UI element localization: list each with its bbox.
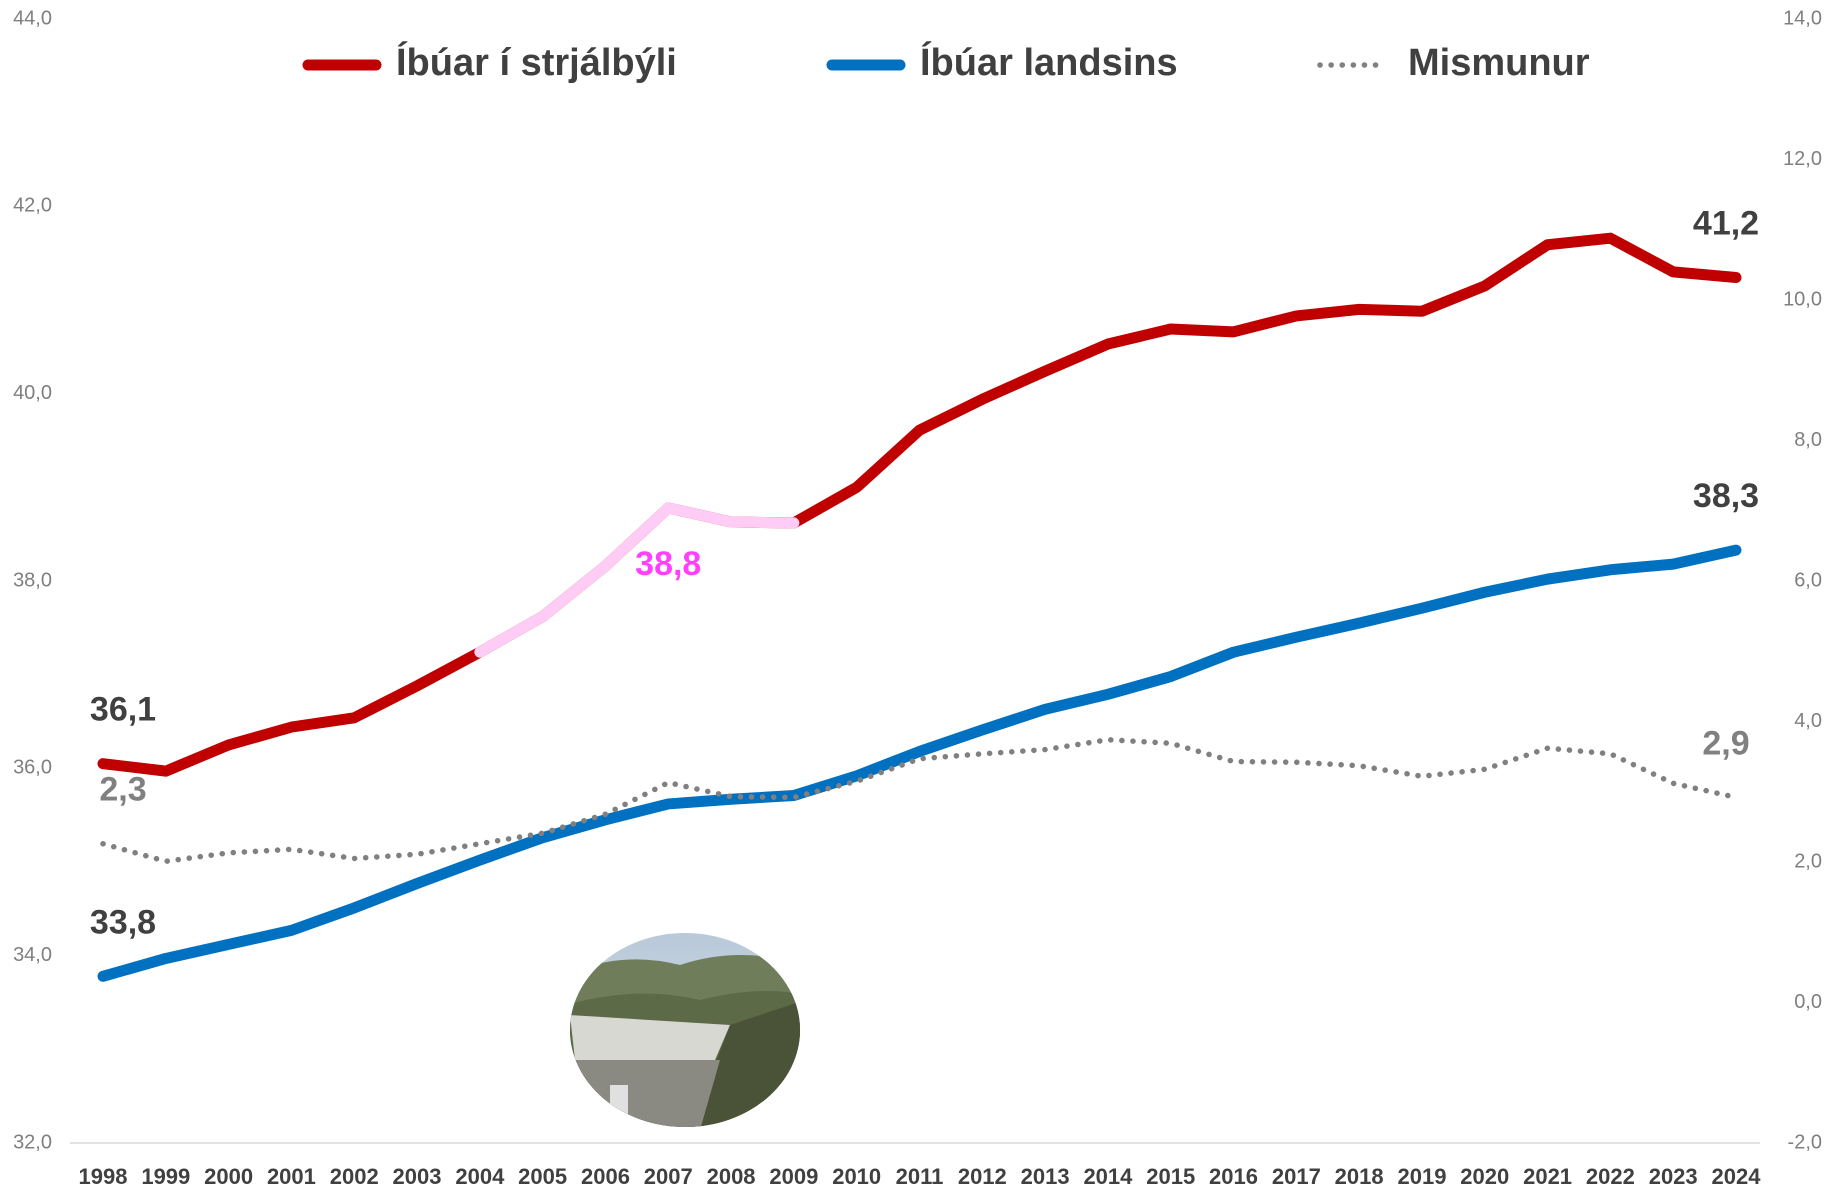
y2-tick-label: 2,0: [1794, 850, 1822, 872]
x-tick-label: 2018: [1335, 1164, 1384, 1189]
x-tick-label: 1999: [141, 1164, 190, 1189]
data-label: 38,8: [635, 545, 701, 583]
y2-tick-label: -2,0: [1788, 1131, 1822, 1153]
y2-tick-label: 4,0: [1794, 710, 1822, 732]
data-label: 36,1: [90, 691, 156, 729]
line-highlight: [474, 502, 800, 658]
y2-tick-label: 14,0: [1783, 7, 1822, 29]
x-tick-label: 2007: [644, 1164, 693, 1189]
plot: 32,0 34,0 36,0 38,0 40,0 42,0 44,0 -2,0 0,0 2,0 4,…: [13, 7, 1822, 1189]
x-tick-label: 2021: [1523, 1164, 1572, 1189]
line-series: [100, 737, 1739, 865]
x-tick-label: 2016: [1209, 1164, 1258, 1189]
y2-tick-label: 8,0: [1794, 429, 1822, 451]
y-tick-label: 36,0: [13, 757, 52, 779]
line-series: [97, 232, 1742, 777]
data-label: 33,8: [90, 903, 156, 941]
x-tick-label: 2013: [1021, 1164, 1070, 1189]
y2-tick-label: 6,0: [1794, 569, 1822, 591]
y-tick-label: 38,0: [13, 569, 52, 591]
data-label: 2,9: [1702, 724, 1749, 762]
x-tick-label: 2017: [1272, 1164, 1321, 1189]
x-tick-label: 2022: [1586, 1164, 1635, 1189]
data-label: 2,3: [99, 771, 146, 809]
legend-label: Íbúar landsins: [920, 40, 1178, 84]
x-tick-label: 2014: [1083, 1164, 1133, 1189]
legend-label: Íbúar í strjálbýli: [396, 40, 677, 84]
y2-tick-label: 10,0: [1783, 288, 1822, 310]
x-tick-label: 2011: [896, 1164, 944, 1189]
x-tick-label: 2020: [1460, 1164, 1509, 1189]
y-tick-label: 34,0: [13, 944, 52, 966]
x-tick-label: 2003: [393, 1164, 442, 1189]
data-label: 38,3: [1693, 477, 1759, 515]
x-tick-label: 2006: [581, 1164, 630, 1189]
photo: [570, 933, 800, 1127]
x-tick-label: 2010: [832, 1164, 881, 1189]
x-tick-label: 1998: [79, 1164, 128, 1189]
y2-tick-label: 12,0: [1783, 148, 1822, 170]
x-tick-label: 2001: [267, 1164, 316, 1189]
line-series: [97, 544, 1742, 982]
y-tick-label: 42,0: [13, 195, 52, 217]
x-tick-label: 2009: [769, 1164, 818, 1189]
x-tick-label: 2002: [330, 1164, 379, 1189]
x-tick-label: 2024: [1712, 1164, 1762, 1189]
x-tick-label: 2000: [204, 1164, 253, 1189]
y-tick-label: 44,0: [13, 7, 52, 29]
legend-label: Mismunur: [1408, 42, 1590, 84]
x-tick-label: 2004: [455, 1164, 505, 1189]
y-tick-label: 32,0: [13, 1131, 52, 1153]
y2-tick-label: 0,0: [1794, 991, 1822, 1013]
x-tick-label: 2015: [1146, 1164, 1195, 1189]
x-tick-label: 2023: [1649, 1164, 1698, 1189]
y-tick-label: 40,0: [13, 382, 52, 404]
x-tick-label: 2012: [958, 1164, 1007, 1189]
x-tick-label: 2008: [707, 1164, 756, 1189]
x-tick-label: 2005: [518, 1164, 567, 1189]
data-label: 41,2: [1693, 205, 1759, 243]
x-tick-label: 2019: [1397, 1164, 1446, 1189]
